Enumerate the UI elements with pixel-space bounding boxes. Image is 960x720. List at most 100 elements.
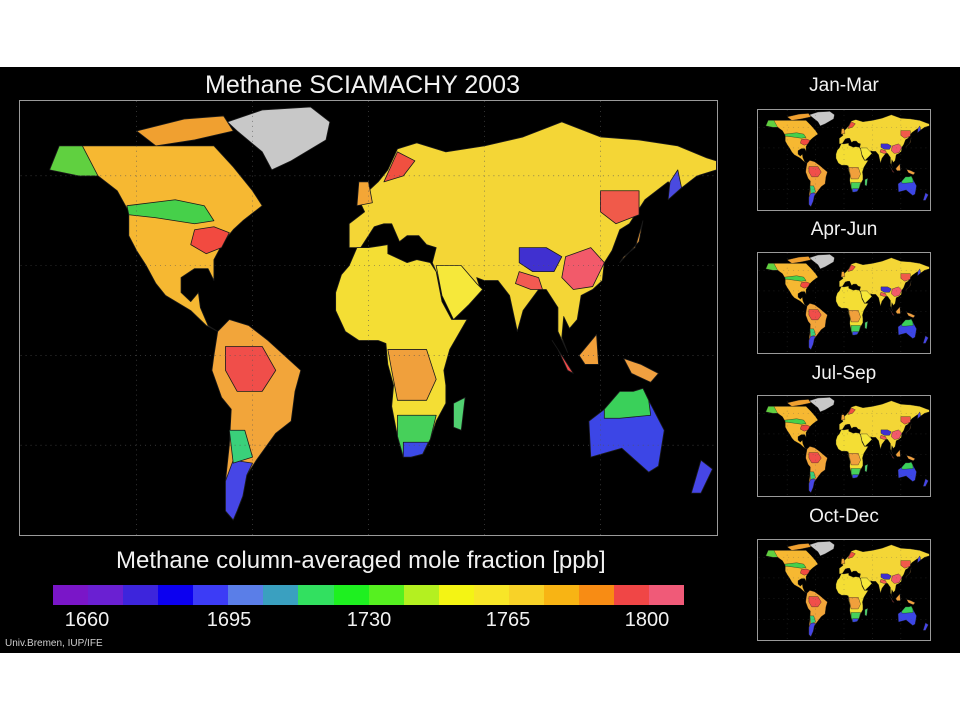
season-label: Oct-Dec bbox=[809, 506, 879, 527]
colorbar-swatch bbox=[368, 585, 404, 605]
land-region-kamchatka-blue bbox=[917, 555, 921, 563]
land-region-central-africa-orange bbox=[848, 453, 861, 466]
season-map-svg bbox=[758, 540, 930, 640]
colorbar-swatch bbox=[298, 585, 334, 605]
land-region-japan bbox=[905, 137, 912, 148]
figure-frame: Methane SCIAMACHY 2003 Methane column-av… bbox=[0, 67, 960, 653]
land-region-east-china bbox=[561, 247, 605, 290]
land-region-tibet bbox=[880, 143, 892, 150]
land-region-new-zealand bbox=[922, 478, 929, 487]
season-map-oct-dec bbox=[757, 539, 931, 641]
colorbar-swatch bbox=[193, 585, 229, 605]
land-region-arabia bbox=[860, 147, 873, 161]
colorbar-swatch bbox=[333, 585, 369, 605]
land-region-australia-north-green bbox=[603, 387, 652, 419]
land-region-new-guinea bbox=[906, 169, 916, 175]
land-region-scandinavia-red bbox=[383, 151, 416, 183]
colorbar-swatch bbox=[263, 585, 299, 605]
land-region-uk bbox=[356, 181, 373, 207]
land-region-canada-arctic-islands bbox=[786, 256, 812, 264]
season-map-svg bbox=[758, 253, 930, 353]
land-region-tibet bbox=[880, 429, 892, 436]
land-region-eurasia bbox=[839, 257, 930, 312]
land-region-alaska-west bbox=[765, 550, 778, 558]
land-region-australia-north-green bbox=[901, 462, 914, 470]
land-region-arabia bbox=[860, 290, 873, 304]
land-region-arabia bbox=[860, 577, 873, 591]
colorbar-swatch bbox=[158, 585, 194, 605]
land-region-scandinavia-red bbox=[847, 407, 856, 415]
land-region-madagascar bbox=[864, 178, 868, 187]
land-region-new-zealand bbox=[922, 335, 929, 344]
land-region-greenland bbox=[227, 106, 331, 171]
land-region-eurasia bbox=[348, 121, 717, 353]
land-region-chile-green bbox=[809, 471, 816, 480]
land-region-alaska-west bbox=[765, 120, 778, 128]
land-region-japan bbox=[905, 280, 912, 291]
land-region-arabia bbox=[435, 265, 483, 320]
land-region-east-china bbox=[891, 286, 903, 297]
land-region-amazon-red bbox=[808, 452, 822, 464]
land-region-east-china bbox=[891, 143, 903, 154]
colorbar-tick: 1695 bbox=[206, 609, 252, 631]
land-region-us-northeast bbox=[800, 568, 811, 576]
land-region-us-northeast bbox=[800, 424, 811, 432]
land-region-north-america bbox=[49, 145, 263, 332]
land-region-madagascar bbox=[864, 321, 868, 330]
colorbar-swatch bbox=[578, 585, 614, 605]
land-region-uk bbox=[840, 271, 846, 278]
season-label: Jan-Mar bbox=[809, 75, 879, 96]
land-region-south-america-south bbox=[808, 192, 816, 207]
land-region-central-africa-orange bbox=[848, 167, 861, 180]
colorbar bbox=[53, 585, 685, 605]
land-region-north-america bbox=[765, 550, 819, 594]
land-region-alaska-west bbox=[49, 145, 99, 177]
land-region-canada-south-green bbox=[784, 418, 807, 425]
land-region-uk bbox=[840, 128, 846, 135]
land-region-south-africa-blue bbox=[852, 474, 859, 479]
land-region-uk bbox=[840, 414, 846, 421]
land-region-greenland bbox=[809, 111, 835, 127]
land-region-alaska-west bbox=[765, 263, 778, 271]
land-region-canada-south-green bbox=[784, 132, 807, 139]
land-region-indonesia-a bbox=[551, 340, 574, 374]
land-region-arabia bbox=[860, 433, 873, 447]
land-region-india-red bbox=[879, 435, 887, 440]
land-region-chile-green bbox=[228, 429, 253, 464]
land-region-kamchatka-blue bbox=[917, 268, 921, 276]
land-region-central-africa-orange bbox=[848, 597, 861, 610]
colorbar-swatch bbox=[403, 585, 439, 605]
land-region-madagascar bbox=[864, 608, 868, 617]
season-map-svg bbox=[758, 396, 930, 496]
land-region-south-africa-blue bbox=[852, 331, 859, 336]
colorbar-tick: 1800 bbox=[624, 609, 670, 631]
land-region-australia-north-green bbox=[901, 176, 914, 184]
season-map-jul-sep bbox=[757, 395, 931, 497]
main-map bbox=[19, 100, 718, 536]
season-map-svg bbox=[758, 110, 930, 210]
land-region-east-china bbox=[891, 573, 903, 584]
land-region-north-america bbox=[765, 406, 819, 450]
land-region-indonesia-b bbox=[578, 334, 599, 365]
land-region-amazon-red bbox=[808, 166, 822, 178]
land-region-canada-south-green bbox=[784, 562, 807, 569]
credit: Univ.Bremen, IUP/IFE bbox=[5, 638, 103, 649]
land-region-us-northeast bbox=[800, 281, 811, 289]
land-region-chile-green bbox=[809, 615, 816, 624]
land-region-india-red bbox=[879, 292, 887, 297]
land-region-amazon-red bbox=[225, 346, 277, 392]
land-region-south-america-south bbox=[808, 335, 816, 350]
land-region-canada-arctic-islands bbox=[136, 115, 234, 147]
land-region-eurasia bbox=[839, 114, 930, 169]
land-region-south-africa-blue bbox=[402, 441, 429, 458]
land-region-eurasia bbox=[839, 400, 930, 455]
land-region-australia-north-green bbox=[901, 606, 914, 614]
season-label: Apr-Jun bbox=[810, 219, 878, 240]
land-region-canada-arctic-islands bbox=[786, 113, 812, 121]
land-region-indonesia-b bbox=[895, 593, 901, 601]
land-region-scandinavia-red bbox=[847, 551, 856, 559]
land-region-alaska-west bbox=[765, 406, 778, 414]
land-region-central-africa-orange bbox=[387, 349, 437, 401]
land-region-india-red bbox=[879, 579, 887, 584]
main-map-svg bbox=[20, 101, 717, 535]
